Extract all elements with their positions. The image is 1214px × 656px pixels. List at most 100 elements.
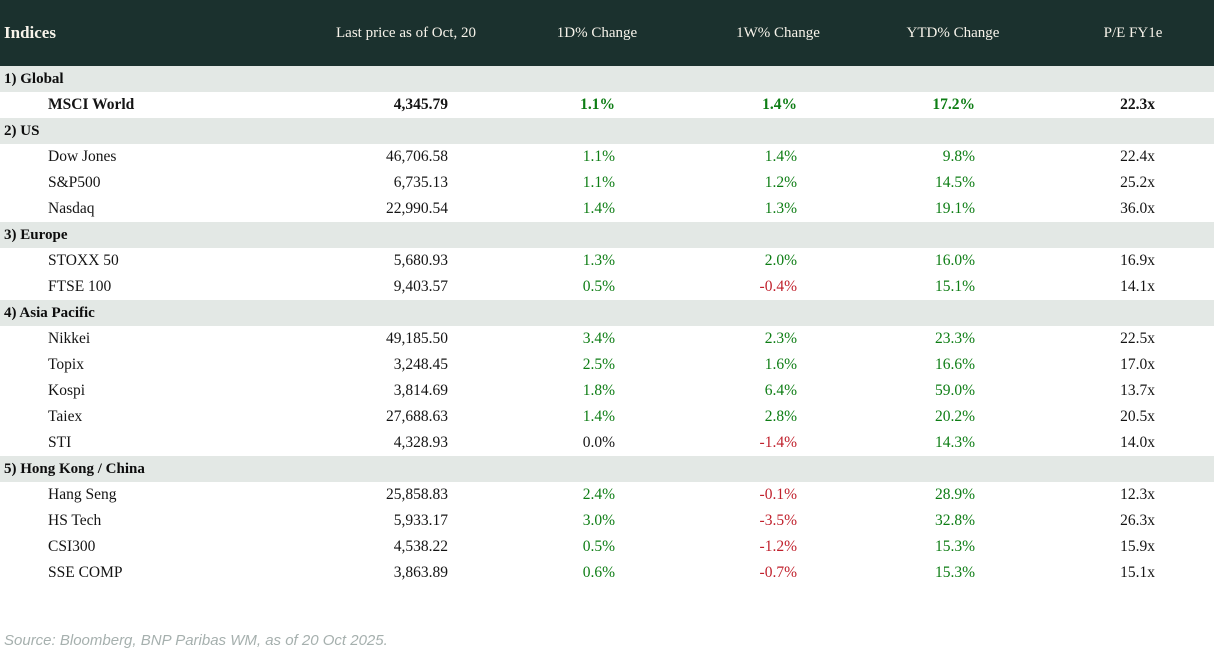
table-row: Taiex 27,688.63 1.4% 2.8% 20.2% 20.5x [0,404,1214,430]
last-price: 5,680.93 [393,252,448,269]
change-1w: 1.3% [764,200,797,217]
change-1w: -1.2% [759,538,797,555]
pe-fy1e: 14.1x [1120,278,1155,295]
change-1d: 2.5% [582,356,615,373]
last-price: 9,403.57 [393,278,448,295]
table-row: Kospi 3,814.69 1.8% 6.4% 59.0% 13.7x [0,378,1214,404]
section-row: 4) Asia Pacific [0,300,1214,326]
pe-fy1e: 15.9x [1120,538,1155,555]
index-name: FTSE 100 [48,278,112,295]
change-1d: 2.4% [582,486,615,503]
change-1w: -0.7% [759,564,797,581]
change-1w: -1.4% [759,434,797,451]
index-name: Nasdaq [48,200,95,217]
table-body: 1) Global MSCI World 4,345.79 1.1% 1.4% 17.2%… [0,66,1214,586]
table-row: HS Tech 5,933.17 3.0% -3.5% 32.8% 26.3x [0,508,1214,534]
index-name: HS Tech [48,512,102,529]
last-price: 46,706.58 [386,148,448,165]
pe-fy1e: 14.0x [1120,434,1155,451]
pe-fy1e: 22.4x [1120,148,1155,165]
change-ytd: 23.3% [934,330,975,347]
index-name: STOXX 50 [48,252,119,269]
index-name: S&P500 [48,174,101,191]
change-1w: 1.6% [764,356,797,373]
change-1w: 1.2% [764,174,797,191]
last-price: 3,248.45 [393,356,448,373]
index-name: Hang Seng [48,486,117,503]
last-price: 49,185.50 [386,330,448,347]
last-price: 3,863.89 [393,564,448,581]
index-name: CSI300 [48,538,96,555]
change-1d: 1.4% [582,200,615,217]
change-ytd: 32.8% [934,512,975,529]
pe-fy1e: 36.0x [1120,200,1155,217]
index-name: Nikkei [48,330,91,347]
column-header-indices: Indices [0,0,320,66]
table-row: STOXX 50 5,680.93 1.3% 2.0% 16.0% 16.9x [0,248,1214,274]
change-1w: -0.1% [759,486,797,503]
change-ytd: 9.8% [942,148,975,165]
change-1w: 1.4% [762,96,797,113]
change-1d: 0.5% [582,538,615,555]
change-ytd: 16.0% [934,252,975,269]
column-header-1w-change: 1W% Change [702,0,854,66]
last-price: 4,328.93 [393,434,448,451]
change-1w: 2.8% [764,408,797,425]
change-ytd: 14.3% [934,434,975,451]
pe-fy1e: 17.0x [1120,356,1155,373]
change-ytd: 19.1% [934,200,975,217]
change-ytd: 15.3% [934,564,975,581]
last-price: 4,538.22 [393,538,448,555]
pe-fy1e: 25.2x [1120,174,1155,191]
column-header-1d-change: 1D% Change [492,0,702,66]
table-row: S&P500 6,735.13 1.1% 1.2% 14.5% 25.2x [0,170,1214,196]
change-ytd: 14.5% [934,174,975,191]
last-price: 25,858.83 [386,486,448,503]
table-row: SSE COMP 3,863.89 0.6% -0.7% 15.3% 15.1x [0,560,1214,586]
last-price: 5,933.17 [393,512,448,529]
change-1d: 1.1% [580,96,615,113]
pe-fy1e: 15.1x [1120,564,1155,581]
change-1d: 0.5% [582,278,615,295]
change-ytd: 15.3% [934,538,975,555]
change-1d: 3.0% [582,512,615,529]
change-1d: 1.1% [582,148,615,165]
section-label: 2) US [0,118,1214,144]
pe-fy1e: 22.5x [1120,330,1155,347]
last-price: 3,814.69 [393,382,448,399]
column-header-last-price: Last price as of Oct, 20 [320,0,492,66]
source-note: Source: Bloomberg, BNP Paribas WM, as of… [4,632,388,649]
change-1d: 1.4% [582,408,615,425]
section-label: 5) Hong Kong / China [0,456,1214,482]
table-row: CSI300 4,538.22 0.5% -1.2% 15.3% 15.9x [0,534,1214,560]
section-row: 3) Europe [0,222,1214,248]
change-1d: 0.0% [582,434,615,451]
pe-fy1e: 20.5x [1120,408,1155,425]
column-header-ytd-change: YTD% Change [854,0,1052,66]
table-row: Nikkei 49,185.50 3.4% 2.3% 23.3% 22.5x [0,326,1214,352]
table-row: Hang Seng 25,858.83 2.4% -0.1% 28.9% 12.3x [0,482,1214,508]
pe-fy1e: 13.7x [1120,382,1155,399]
change-1w: 6.4% [764,382,797,399]
index-name: Topix [48,356,84,373]
change-1d: 1.3% [582,252,615,269]
index-name: Taiex [48,408,83,425]
change-1d: 1.8% [582,382,615,399]
change-1w: -3.5% [759,512,797,529]
change-1d: 1.1% [582,174,615,191]
section-label: 1) Global [0,66,1214,92]
change-ytd: 28.9% [934,486,975,503]
change-1w: 2.3% [764,330,797,347]
change-1w: 1.4% [764,148,797,165]
last-price: 6,735.13 [393,174,448,191]
section-label: 4) Asia Pacific [0,300,1214,326]
pe-fy1e: 16.9x [1120,252,1155,269]
change-1w: 2.0% [764,252,797,269]
table-row: Topix 3,248.45 2.5% 1.6% 16.6% 17.0x [0,352,1214,378]
section-row: 1) Global [0,66,1214,92]
table-row: MSCI World 4,345.79 1.1% 1.4% 17.2% 22.3x [0,92,1214,118]
section-label: 3) Europe [0,222,1214,248]
change-ytd: 59.0% [934,382,975,399]
table-row: STI 4,328.93 0.0% -1.4% 14.3% 14.0x [0,430,1214,456]
change-ytd: 15.1% [934,278,975,295]
